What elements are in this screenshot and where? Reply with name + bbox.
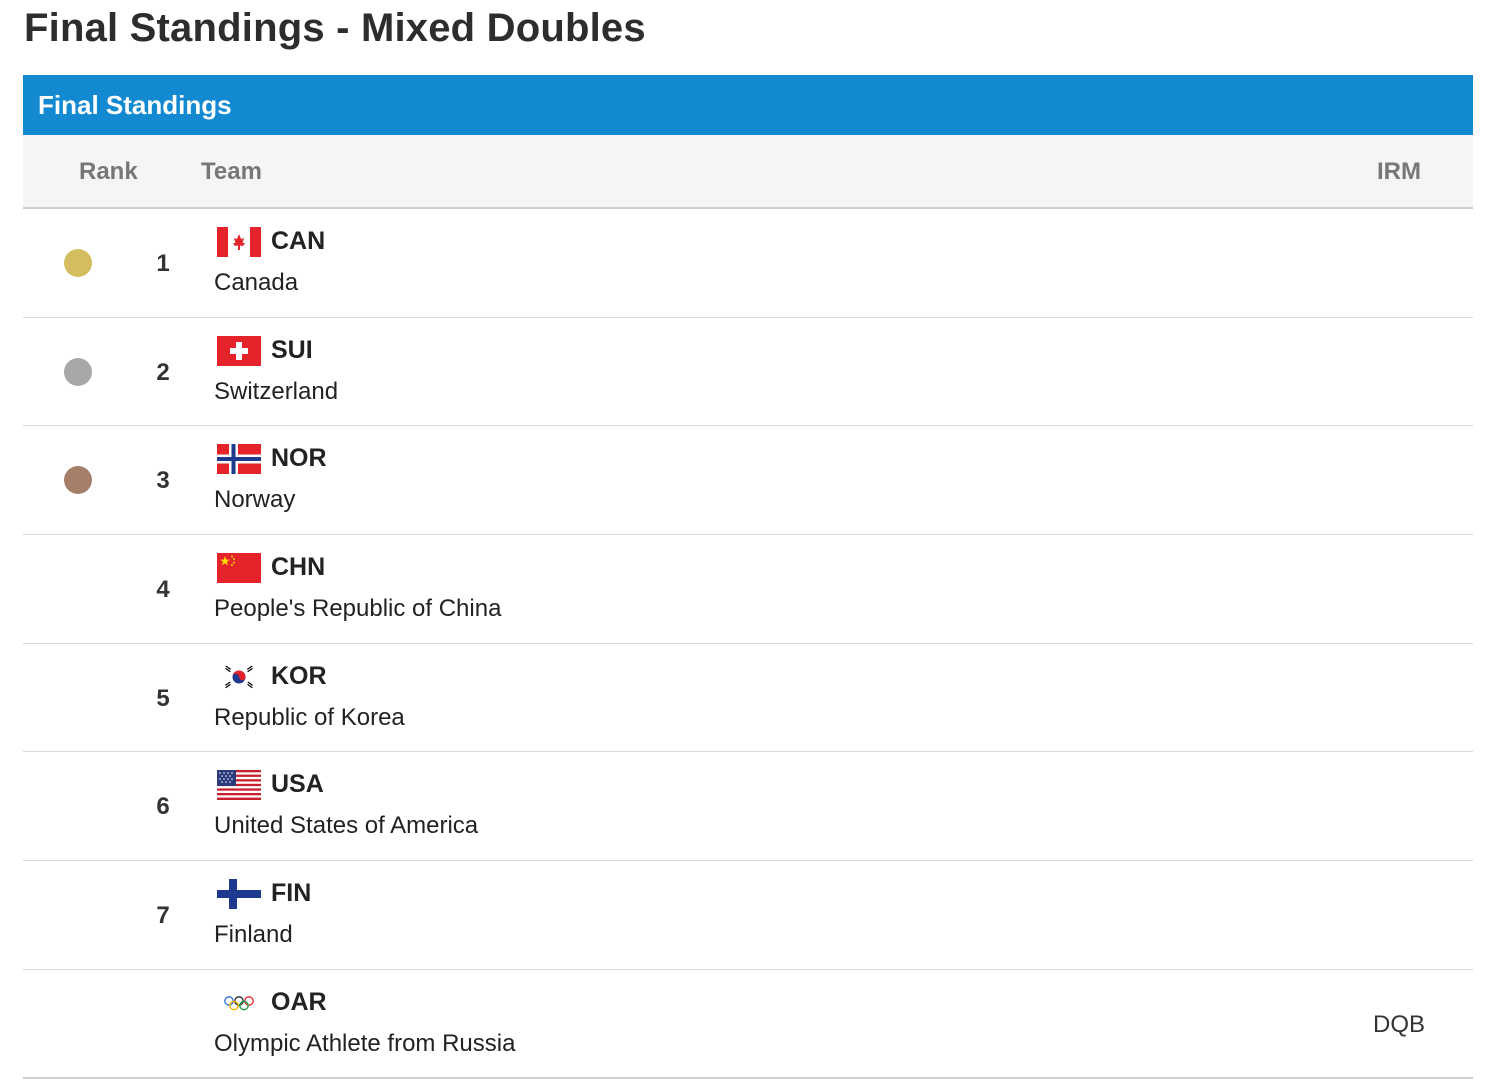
team-code[interactable]: USA [271,770,324,799]
norway-flag-icon [217,444,261,475]
table-row[interactable]: 7 FIN Finland [23,861,1473,970]
bronze-medal-icon [64,466,92,495]
usa-flag-icon [217,770,261,801]
irm-column-header[interactable]: IRM [1377,158,1421,185]
team-column-header[interactable]: Team [201,158,262,185]
country-name[interactable]: Finland [214,921,293,949]
standings-panel: Final Standings Rank Team IRM 1 CAN Cana… [23,75,1473,1079]
silver-medal-icon [64,357,92,386]
gold-medal-icon [64,249,92,277]
country-name[interactable]: Olympic Athlete from Russia [214,1029,516,1057]
finland-flag-icon [217,879,261,910]
country-name[interactable]: Switzerland [214,377,339,405]
page-title: Final Standings - Mixed Doubles [24,6,646,50]
table-row[interactable]: 3 NOR Norway [23,426,1473,536]
team-code[interactable]: OAR [271,987,327,1016]
rank-value: 3 [156,467,170,495]
rank-value: 7 [156,902,170,930]
rank-value: 6 [156,793,170,821]
table-header: Rank Team IRM [23,135,1473,209]
country-name[interactable]: Republic of Korea [214,703,405,731]
canada-flag-icon [217,227,261,257]
rank-value: 5 [156,684,170,712]
table-row[interactable]: OAR Olympic Athlete from Russia DQB [23,970,1473,1079]
team-code[interactable]: FIN [271,879,312,908]
team-code[interactable]: CAN [271,227,326,255]
table-row[interactable]: 2 SUI Switzerland [23,318,1473,427]
table-row[interactable]: 1 CAN Canada [23,209,1473,318]
team-code[interactable]: SUI [271,335,313,364]
panel-header: Final Standings [23,75,1473,135]
panel-title: Final Standings [38,89,232,120]
country-name[interactable]: People's Republic of China [214,595,502,623]
table-row[interactable]: 5 KOR Republic of Korea [23,644,1473,753]
team-code[interactable]: CHN [271,553,326,582]
team-code[interactable]: NOR [271,444,327,473]
irm-value: DQB [1372,1010,1425,1038]
rank-value: 4 [156,576,170,604]
country-name[interactable]: Canada [214,269,299,296]
rank-column-header[interactable]: Rank [79,158,138,185]
table-row[interactable]: 6 [23,752,1473,862]
korea-flag-icon [217,661,261,692]
china-flag-icon [217,553,261,584]
rank-value: 1 [156,250,170,277]
country-name[interactable]: United States of America [214,812,479,840]
rank-value: 2 [156,358,170,386]
country-name[interactable]: Norway [214,486,296,514]
team-code[interactable]: KOR [271,661,327,690]
table-row[interactable]: 4 CHN People's Republic of China [23,535,1473,644]
olympic-rings-flag-icon [217,987,261,1018]
switzerland-flag-icon [217,335,261,366]
